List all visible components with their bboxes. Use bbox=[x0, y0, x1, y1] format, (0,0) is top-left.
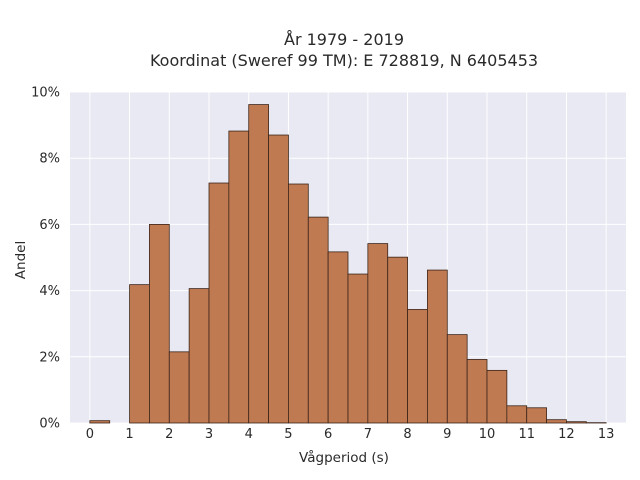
histogram-bar bbox=[486, 369, 508, 424]
histogram-bar bbox=[228, 130, 250, 424]
y-axis-ticks: 0% 2% 4% 6% 8% 10% bbox=[31, 86, 60, 432]
histogram-bar bbox=[268, 134, 289, 424]
histogram-bar bbox=[506, 405, 528, 424]
x-axis-ticks: 0 1 2 3 4 5 6 7 8 9 10 11 12 13 bbox=[86, 427, 615, 442]
x-tick-label: 11 bbox=[518, 427, 535, 442]
y-tick-label: 6% bbox=[39, 218, 60, 233]
x-tick-label: 3 bbox=[205, 427, 213, 442]
histogram-bar bbox=[367, 243, 389, 424]
histogram-bar bbox=[347, 273, 369, 424]
histogram-bar bbox=[327, 251, 349, 424]
histogram-bar bbox=[89, 420, 111, 424]
chart-title-line2: Koordinat (Sweref 99 TM): E 728819, N 64… bbox=[150, 51, 538, 70]
y-tick-label: 2% bbox=[39, 350, 60, 365]
histogram-bar bbox=[288, 183, 309, 424]
x-axis-label: Vågperiod (s) bbox=[299, 449, 389, 466]
histogram-bar bbox=[129, 284, 150, 424]
histogram-bar bbox=[466, 359, 488, 424]
x-tick-label: 0 bbox=[86, 427, 94, 442]
x-tick-label: 5 bbox=[284, 427, 292, 442]
histogram-bar bbox=[407, 309, 428, 424]
y-tick-label: 0% bbox=[39, 417, 60, 432]
x-tick-label: 4 bbox=[245, 427, 253, 442]
histogram-bar bbox=[546, 419, 567, 424]
bars bbox=[89, 104, 607, 424]
y-tick-label: 10% bbox=[31, 86, 60, 101]
histogram-bar bbox=[248, 104, 269, 424]
histogram-bar bbox=[446, 334, 468, 424]
x-tick-label: 10 bbox=[479, 427, 496, 442]
y-axis-label: Andel bbox=[13, 241, 29, 279]
histogram-bar bbox=[188, 288, 210, 424]
y-tick-label: 8% bbox=[39, 152, 60, 167]
histogram-bar bbox=[149, 223, 170, 424]
histogram-bar bbox=[566, 421, 587, 424]
histogram-bar bbox=[526, 407, 547, 424]
histogram-bar bbox=[427, 269, 448, 424]
x-tick-label: 6 bbox=[324, 427, 332, 442]
x-tick-label: 2 bbox=[165, 427, 173, 442]
x-tick-label: 9 bbox=[443, 427, 451, 442]
x-tick-label: 7 bbox=[364, 427, 372, 442]
x-tick-label: 12 bbox=[558, 427, 575, 442]
histogram-bar bbox=[307, 216, 329, 424]
histogram-bar bbox=[387, 256, 408, 424]
histogram-bar bbox=[168, 351, 190, 424]
chart-title-line1: År 1979 - 2019 bbox=[284, 30, 404, 49]
x-tick-label: 1 bbox=[125, 427, 133, 442]
x-tick-label: 8 bbox=[403, 427, 411, 442]
histogram-bar bbox=[208, 182, 230, 424]
x-tick-label: 13 bbox=[598, 427, 615, 442]
y-tick-label: 4% bbox=[39, 284, 60, 299]
